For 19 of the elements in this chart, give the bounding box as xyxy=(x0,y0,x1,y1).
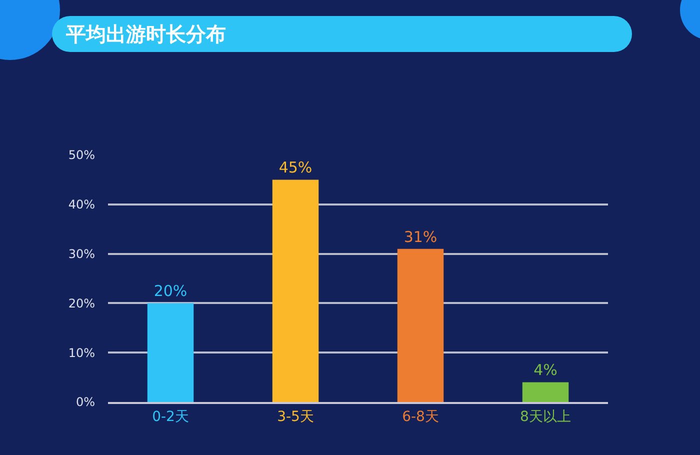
bar xyxy=(522,382,569,402)
x-tick-label: 3-5天 xyxy=(277,408,314,425)
y-tick-label: 40% xyxy=(68,198,95,212)
data-label: 20% xyxy=(154,282,188,300)
bar xyxy=(272,180,319,402)
data-label: 31% xyxy=(404,228,438,246)
y-tick-label: 30% xyxy=(68,247,95,261)
y-tick-label: 10% xyxy=(68,346,95,360)
x-tick-label: 8天以上 xyxy=(520,408,571,425)
x-tick-label: 6-8天 xyxy=(402,408,439,425)
chart-title: 平均出游时长分布 xyxy=(52,16,632,52)
data-label: 4% xyxy=(534,361,558,380)
y-tick-label: 20% xyxy=(68,296,95,310)
data-label: 45% xyxy=(278,158,312,177)
x-tick-label: 0-2天 xyxy=(152,408,189,425)
bar xyxy=(397,248,444,402)
y-tick-label: 0% xyxy=(76,395,95,410)
y-tick-label: 50% xyxy=(68,148,95,162)
bar xyxy=(147,303,194,402)
